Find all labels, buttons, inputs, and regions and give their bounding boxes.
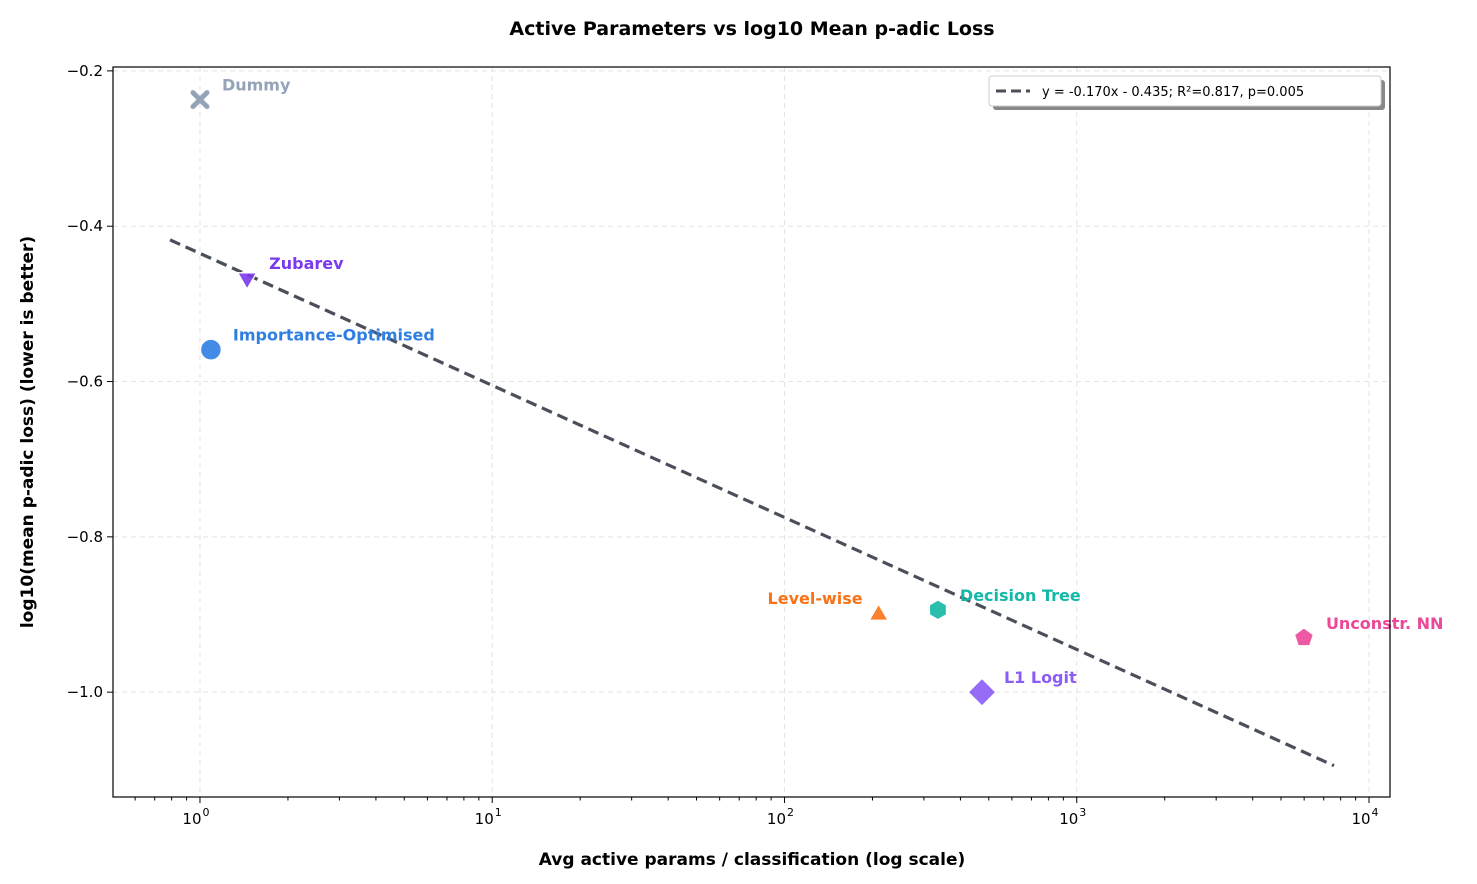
x-tick-exponent: 0 <box>203 806 210 819</box>
plot-frame <box>112 66 1391 798</box>
point-label: Dummy <box>222 76 291 95</box>
decision-tree-point <box>928 598 948 621</box>
y-tick-label: −0.6 <box>67 373 103 391</box>
l1-logit-point <box>966 677 998 708</box>
x-axis-label: Avg active params / classification (log … <box>539 850 966 870</box>
fit-line <box>169 238 1335 768</box>
x-tick-label: 104 <box>1351 806 1378 828</box>
legend-fit-label: y = -0.170x - 0.435; R²=0.817, p=0.005 <box>1042 85 1304 100</box>
point-label: Importance-Optimised <box>233 326 435 345</box>
importance-optimised-point <box>199 338 223 361</box>
zubarev-point <box>236 271 259 291</box>
point-label: Unconstr. NN <box>1326 614 1443 633</box>
x-tick-label: 102 <box>767 806 794 828</box>
chart-title: Active Parameters vs log10 Mean p-adic L… <box>509 18 994 40</box>
point-label: L1 Logit <box>1004 668 1077 687</box>
x-tick-label: 101 <box>475 806 502 828</box>
legend: y = -0.170x - 0.435; R²=0.817, p=0.005 <box>988 75 1385 110</box>
x-tick-exponent: 4 <box>1372 806 1379 819</box>
y-tick-label: −1.0 <box>67 683 103 701</box>
unconstr-nn-point <box>1293 626 1315 647</box>
y-axis-label: log10(mean p-adic loss) (lower is better… <box>18 236 38 628</box>
dummy-point <box>190 90 210 110</box>
x-tick-exponent: 1 <box>495 806 502 819</box>
point-label: Zubarev <box>269 254 344 273</box>
y-tick-label: −0.8 <box>67 528 103 546</box>
y-tick-label: −0.4 <box>67 217 103 235</box>
x-tick-exponent: 3 <box>1079 806 1086 819</box>
point-label: Level-wise <box>768 589 863 608</box>
level-wise-point <box>867 602 890 622</box>
x-tick-label: 103 <box>1059 806 1086 828</box>
x-tick-label: 100 <box>182 806 209 828</box>
y-tick-label: −0.2 <box>67 62 103 80</box>
x-tick-exponent: 2 <box>787 806 794 819</box>
point-label: Decision Tree <box>960 586 1081 605</box>
